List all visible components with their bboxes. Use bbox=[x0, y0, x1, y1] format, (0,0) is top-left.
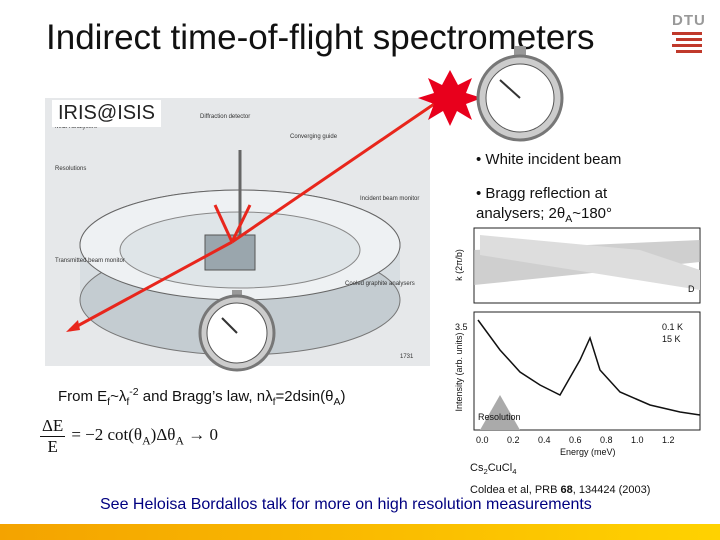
text-part: 68 bbox=[560, 484, 573, 496]
relation: From Ef~λf-2 and Bragg’s law, nλf=2dsin(… bbox=[58, 386, 346, 408]
x-tick: 0.6 bbox=[569, 435, 582, 445]
diagram-label: Converging guide bbox=[290, 134, 338, 140]
plot-label: k (2π/b) bbox=[454, 249, 464, 281]
text-part: f bbox=[126, 396, 130, 408]
text-part: =2dsin(θ bbox=[275, 388, 334, 405]
text-part: f bbox=[107, 396, 111, 408]
x-tick: 1.0 bbox=[631, 435, 644, 445]
plot-tick: 3.5 bbox=[455, 322, 468, 332]
text-part: -2 bbox=[129, 386, 139, 398]
diagram-label: 1731 bbox=[400, 354, 414, 360]
text-part: , 134424 (2003) bbox=[572, 484, 651, 496]
formula: ΔE E = −2 cot(θA)ΔθA → 0 bbox=[40, 416, 218, 457]
plot-label: Resolution bbox=[478, 412, 521, 422]
logo: DTU bbox=[672, 12, 706, 29]
text-part: ) bbox=[340, 388, 346, 405]
text-part: and Bragg’s law, nλ bbox=[138, 388, 273, 405]
diagram-label: Resolutions bbox=[55, 166, 86, 172]
text-part: CuCl bbox=[487, 462, 513, 474]
text-part: ~λ bbox=[110, 388, 127, 405]
legend-entry: 0.1 K bbox=[662, 322, 683, 332]
plot-label: D bbox=[688, 284, 695, 294]
text-part: A bbox=[175, 433, 185, 448]
text-part: A bbox=[565, 213, 573, 225]
text-part: f bbox=[272, 396, 276, 408]
reference: Coldea et al, PRB 68, 134424 (2003) bbox=[470, 484, 650, 496]
text-part: Cs bbox=[470, 462, 484, 474]
x-tick: 1.2 bbox=[662, 435, 675, 445]
text-part: = −2 cot(θ bbox=[71, 424, 143, 444]
diagram-labels: Diffraction detector Converging guide MI… bbox=[55, 114, 419, 360]
diagram-label: MICA analysers bbox=[55, 124, 97, 130]
text-part: ΔE bbox=[40, 416, 66, 437]
compound: Cs2CuCl4 bbox=[470, 462, 516, 476]
stopwatch bbox=[476, 46, 564, 142]
text-part: E bbox=[47, 437, 58, 456]
bullet: • Bragg reflection at analysers; 2θA~180… bbox=[476, 184, 676, 229]
text-part: 2 bbox=[483, 467, 488, 477]
text-part: ~180° bbox=[572, 205, 613, 222]
diagram-label: Diffraction detector bbox=[200, 114, 250, 120]
text-part: • Bragg reflection at analysers; 2θ bbox=[476, 185, 608, 222]
plot-label: Intensity (arb. units) bbox=[454, 332, 464, 411]
text-part: A bbox=[142, 433, 151, 448]
text-part: From E bbox=[58, 388, 108, 405]
diagram-label: Transmitted beam monitor bbox=[55, 258, 125, 264]
text-part: )Δθ bbox=[150, 424, 176, 444]
stopwatch bbox=[198, 290, 276, 372]
text-part: A bbox=[333, 396, 341, 408]
x-tick: 0.0 bbox=[476, 435, 489, 445]
diagram-label: Cooled graphite analysers bbox=[345, 281, 415, 287]
plot-label: Energy (meV) bbox=[560, 447, 616, 457]
text-part: • White incident beam bbox=[476, 151, 622, 168]
x-tick: 0.8 bbox=[600, 435, 613, 445]
slide-title: Indirect time-of-flight spectrometers bbox=[46, 18, 595, 57]
logo-mark bbox=[672, 32, 702, 53]
x-tick: 0.4 bbox=[538, 435, 551, 445]
footer-bar bbox=[0, 524, 720, 540]
reference-plot: k (2π/b) D 3.5 0.1 K 15 K Resolution Int… bbox=[454, 227, 701, 457]
pulse-burst bbox=[418, 70, 482, 126]
legend-entry: 15 K bbox=[662, 334, 681, 344]
bullet: • White incident beam bbox=[476, 150, 676, 170]
x-tick: 0.2 bbox=[507, 435, 520, 445]
text-part: Coldea et al, PRB bbox=[470, 484, 561, 496]
instrument-name: IRIS@ISIS bbox=[52, 100, 161, 127]
text-part: → 0 bbox=[184, 424, 219, 444]
beam-path bbox=[69, 98, 441, 332]
footer-note: See Heloisa Bordallos talk for more on h… bbox=[100, 496, 592, 513]
text-part: 4 bbox=[512, 467, 517, 477]
diagram-label: Incident beam monitor bbox=[360, 196, 419, 202]
